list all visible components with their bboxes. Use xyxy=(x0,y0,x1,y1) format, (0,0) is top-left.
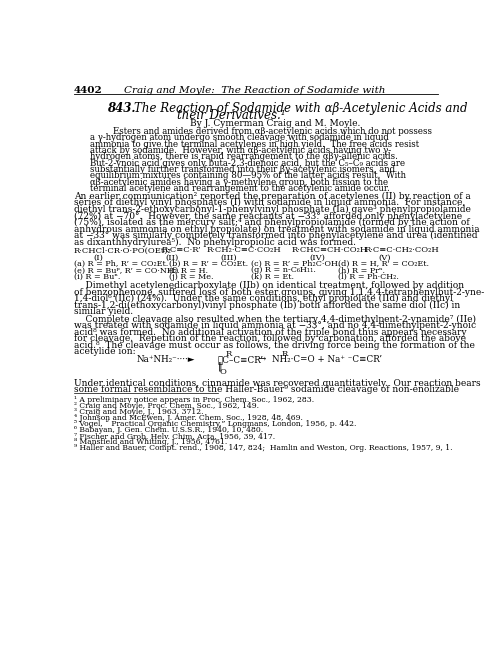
Text: →: → xyxy=(254,356,269,364)
Text: series of diethyl vinyl phosphates (I) with sodamide in liquid ammonia.  For ins: series of diethyl vinyl phosphates (I) w… xyxy=(74,198,466,208)
Text: ⁹ Haller and Bauer, Compt. rend., 1908, 147, 824;  Hamlin and Weston, Org. React: ⁹ Haller and Bauer, Compt. rend., 1908, … xyxy=(74,444,452,452)
Text: (75%), isolated as the mercury salt;⁴ and phenylpropiolamide (formed by the acti: (75%), isolated as the mercury salt;⁴ an… xyxy=(74,218,470,227)
Text: R·CHCl·CR·O·PO(OEt)₂: R·CHCl·CR·O·PO(OEt)₂ xyxy=(74,246,171,254)
Text: similar yield.: similar yield. xyxy=(74,307,133,316)
Text: An earlier communication² reported the preparation of acetylenes (II) by reactio: An earlier communication² reported the p… xyxy=(74,192,471,201)
Text: (72%) at −70°.  However, the same reactants at −33° afforded only phenylacetylen: (72%) at −70°. However, the same reactan… xyxy=(74,212,462,221)
Text: (b) R = R’ = CO₂Et.: (b) R = R’ = CO₂Et. xyxy=(170,260,248,269)
Text: acetylide ion:: acetylide ion: xyxy=(74,347,136,356)
Text: terminal acetylene and rearrangement to the acetylenic amide occur.: terminal acetylene and rearrangement to … xyxy=(90,184,390,193)
Text: Dimethyl acetylenedicarboxylate (IIb) on identical treatment, followed by additi: Dimethyl acetylenedicarboxylate (IIb) on… xyxy=(74,281,464,290)
Text: equilibrium mixtures containing 80—95% of the latter acids result.  With: equilibrium mixtures containing 80—95% o… xyxy=(90,172,406,180)
Text: as dixanthhydrylurea⁵).  No phenylpropiolic acid was formed.: as dixanthhydrylurea⁵). No phenylpropiol… xyxy=(74,238,356,247)
Text: Na⁺NH₂⁻····►: Na⁺NH₂⁻····► xyxy=(136,356,194,364)
Text: The Reaction of Sodamide with αβ-Acetylenic Acids and: The Reaction of Sodamide with αβ-Acetyle… xyxy=(134,102,468,115)
Text: (IV): (IV) xyxy=(309,253,325,261)
Text: 4402: 4402 xyxy=(74,86,103,95)
Text: diethyl trans-2-ethoxycarbonyl-1-phenylvinyl phosphate (Ia) gave³ phenylpropiola: diethyl trans-2-ethoxycarbonyl-1-phenylv… xyxy=(74,205,471,214)
Text: R: R xyxy=(281,350,287,358)
Text: ⁷ Fischer and Grob, Helv. Chim. Acta, 1956, 39, 417.: ⁷ Fischer and Grob, Helv. Chim. Acta, 19… xyxy=(74,432,275,440)
Text: some formal resemblance to the Haller-Bauer⁹ sodamide cleavage of non-enolizable: some formal resemblance to the Haller-Ba… xyxy=(74,385,459,394)
Text: (d) R = H, R’ = CO₂Et.: (d) R = H, R’ = CO₂Et. xyxy=(338,260,430,269)
Text: their Derivatives.¹: their Derivatives.¹ xyxy=(177,109,286,122)
Text: 843.: 843. xyxy=(108,102,136,115)
Text: (III): (III) xyxy=(220,253,237,261)
Text: (I): (I) xyxy=(94,253,104,261)
Text: ⁸ Mansfield and Whiting, J., 1956, 4761.: ⁸ Mansfield and Whiting, J., 1956, 4761. xyxy=(74,438,228,446)
Text: Esters and amides derived from αβ-acetylenic acids which do not possess: Esters and amides derived from αβ-acetyl… xyxy=(113,127,432,136)
Text: hydrogen atoms, there is rapid rearrangement to the αβγ-allenic acids.: hydrogen atoms, there is rapid rearrange… xyxy=(90,153,398,161)
Text: ² Craig and Moyle, Proc. Chem. Soc., 1962, 149.: ² Craig and Moyle, Proc. Chem. Soc., 196… xyxy=(74,402,259,410)
Text: ¹ A preliminary notice appears in Proc. Chem. Soc., 1962, 283.: ¹ A preliminary notice appears in Proc. … xyxy=(74,396,314,404)
Text: (c) R = R’ = Ph₂C·OH.: (c) R = R’ = Ph₂C·OH. xyxy=(251,260,340,269)
Text: R·CH₂·C≡C·CO₂H: R·CH₂·C≡C·CO₂H xyxy=(206,246,282,254)
Text: (h) R = Prⁿ.: (h) R = Prⁿ. xyxy=(338,267,386,274)
Text: for cleavage.  Repetition of the reaction, followed by carbonation, afforded the: for cleavage. Repetition of the reaction… xyxy=(74,334,466,343)
Text: attack by sodamide.  However, with αβ-acetylenic acids having two γ-: attack by sodamide. However, with αβ-ace… xyxy=(90,146,391,155)
Text: NH₂·C=O + Na⁺ ⁻C≡CR’: NH₂·C=O + Na⁺ ⁻C≡CR’ xyxy=(272,356,382,364)
Text: αβ-acetylenic amides having a γ-methylene group, both fission to the: αβ-acetylenic amides having a γ-methylen… xyxy=(90,178,388,187)
Text: at −33° was similarly completely transformed into phenylacetylene and urea (iden: at −33° was similarly completely transfo… xyxy=(74,231,477,240)
Text: (g) R = n-C₆H₁₁.: (g) R = n-C₆H₁₁. xyxy=(251,267,316,274)
Text: acid⁸ was formed.  No additional activation of the triple bond thus appears nece: acid⁸ was formed. No additional activati… xyxy=(74,328,467,337)
Text: (j) R = Me.: (j) R = Me. xyxy=(170,272,214,280)
Text: ⁶ Babayan, J. Gen. Chem. U.S.S.R., 1940, 10, 480.: ⁶ Babayan, J. Gen. Chem. U.S.S.R., 1940,… xyxy=(74,426,263,434)
Text: ❘C–C≡CR’: ❘C–C≡CR’ xyxy=(218,356,264,364)
Text: of benzophenone, suffered loss of both ester groups, giving 1,1,4,4-tetraphenylb: of benzophenone, suffered loss of both e… xyxy=(74,288,484,297)
Text: 1,4-diol⁶ (IIc) (24%).  Under the same conditions, ethyl propiolate (IId) and di: 1,4-diol⁶ (IIc) (24%). Under the same co… xyxy=(74,294,453,303)
Text: R: R xyxy=(225,350,232,358)
Text: (l) R = Ph·CH₂.: (l) R = Ph·CH₂. xyxy=(338,272,400,280)
Text: R·C≡C·R’: R·C≡C·R’ xyxy=(162,246,202,254)
Text: substantially further transformed into their βγ-acetylenic isomers, and: substantially further transformed into t… xyxy=(90,165,395,174)
Text: Under identical conditions, cinnamide was recovered quantitatively.  Our reactio: Under identical conditions, cinnamide wa… xyxy=(74,379,481,388)
Text: Craig and Moyle:  The Reaction of Sodamide with: Craig and Moyle: The Reaction of Sodamid… xyxy=(124,86,386,95)
Text: O: O xyxy=(219,367,226,376)
Text: was treated with sodamide in liquid ammonia at −33°, and no 4,4-dimethylpent-2-y: was treated with sodamide in liquid ammo… xyxy=(74,321,476,330)
Text: Complete cleavage also resulted when the tertiary 4,4-dimethylpent-2-ynamide⁷ (I: Complete cleavage also resulted when the… xyxy=(74,314,476,324)
Text: (i) R = Buⁿ.: (i) R = Buⁿ. xyxy=(74,272,120,280)
Text: ⁵ Vogel, “ Practical Organic Chemistry,” Longmans, London, 1956, p. 442.: ⁵ Vogel, “ Practical Organic Chemistry,”… xyxy=(74,421,356,428)
Text: (a) R = Ph, R’ = CO₂Et.: (a) R = Ph, R’ = CO₂Et. xyxy=(74,260,168,269)
Text: (e) R = Buᵖ, R’ = CO·NH₂.: (e) R = Buᵖ, R’ = CO·NH₂. xyxy=(74,267,180,274)
Text: trans-1,2-di(ethoxycarbonyl)vinyl phosphate (Ib) both afforded the same diol (II: trans-1,2-di(ethoxycarbonyl)vinyl phosph… xyxy=(74,301,460,310)
Text: ammonia to give the terminal acetylenes in high yield.  The free acids resist: ammonia to give the terminal acetylenes … xyxy=(90,140,419,149)
Text: R·CHC≡CH·CO₂H: R·CHC≡CH·CO₂H xyxy=(292,246,368,254)
Text: (V): (V) xyxy=(378,253,391,261)
Text: ³ Craig and Moyle, J., 1963, 3712.: ³ Craig and Moyle, J., 1963, 3712. xyxy=(74,408,204,416)
Text: acid.⁸  The cleavage must occur as follows, the driving force being the formatio: acid.⁸ The cleavage must occur as follow… xyxy=(74,341,475,350)
Text: a γ-hydrogen atom undergo smooth cleavage with sodamide in liquid: a γ-hydrogen atom undergo smooth cleavag… xyxy=(90,134,389,142)
Text: ⁴ Johnson and McEwen, J. Amer. Chem. Soc., 1928, 48, 469.: ⁴ Johnson and McEwen, J. Amer. Chem. Soc… xyxy=(74,414,303,422)
Text: anhydrous ammonia on ethyl propiolate) on treatment with sodamide in liquid ammo: anhydrous ammonia on ethyl propiolate) o… xyxy=(74,225,480,234)
Text: (k) R = Et.: (k) R = Et. xyxy=(251,272,294,280)
Text: By J. Cymerman Craig and M. Moyle.: By J. Cymerman Craig and M. Moyle. xyxy=(190,119,361,128)
Text: But-2-ynoic acid gives only buta-2,3-dienoic acid, but the C₅–C₉ acids are: But-2-ynoic acid gives only buta-2,3-die… xyxy=(90,159,405,168)
Text: (II): (II) xyxy=(166,253,179,261)
Text: (f) R = H.: (f) R = H. xyxy=(170,267,208,274)
Text: R·C≡C·CH₂·CO₂H: R·C≡C·CH₂·CO₂H xyxy=(365,246,440,254)
Text: ‖: ‖ xyxy=(218,362,222,371)
